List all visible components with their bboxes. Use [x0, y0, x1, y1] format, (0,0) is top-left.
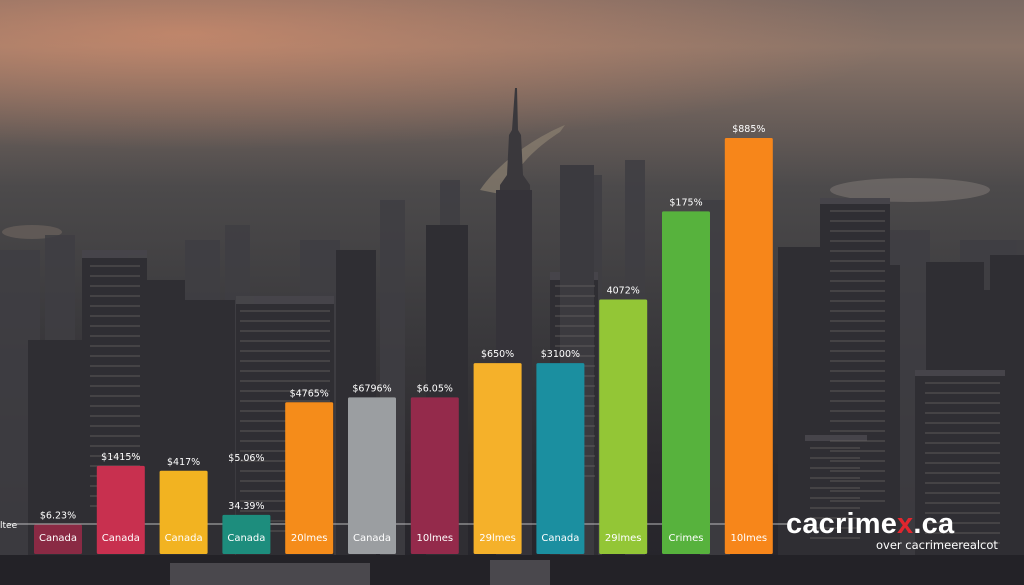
bar-3: [159, 470, 208, 554]
brand-name-part: cacrime: [786, 508, 898, 540]
bar-value-label-3: $417%: [167, 457, 200, 468]
brand-name: cacrimex.ca: [786, 508, 1018, 541]
bar-12: [724, 138, 773, 554]
bar-value-label-8: $650%: [481, 349, 514, 360]
bar-value-label-7: $6.05%: [417, 383, 453, 394]
brand-logo: cacrimex.ca over cacrimeerealcot: [786, 508, 1018, 552]
category-label-7: 10lmes: [416, 533, 453, 544]
bar-7: [410, 397, 459, 554]
edge-text: ltee: [0, 521, 18, 531]
category-label-1: Canada: [39, 533, 77, 544]
bar-value-label-12: $885%: [732, 124, 765, 135]
bar-value-label-10: 4072%: [607, 286, 640, 297]
bar-value-label-2: $1415%: [101, 452, 140, 463]
category-label-5: 20lmes: [291, 533, 328, 544]
category-label-12: 10lmes: [730, 533, 767, 544]
category-label-2: Canada: [102, 533, 140, 544]
bar-value-label-11: $175%: [669, 197, 702, 208]
category-label-10: 29lmes: [605, 533, 642, 544]
bar-2: [96, 465, 145, 554]
bar-value-label-6: $6796%: [352, 383, 391, 394]
category-label-9: Canada: [541, 533, 579, 544]
bar-9: [536, 363, 585, 554]
bar-8: [473, 363, 522, 554]
category-label-3: Canada: [165, 533, 203, 544]
bar-5: [285, 402, 334, 554]
brand-name-suffix: .ca: [913, 508, 955, 540]
bar-value-label-9: $3100%: [541, 349, 580, 360]
bar-11: [662, 211, 710, 555]
bar-6: [348, 397, 396, 554]
category-label-11: Crimes: [669, 533, 704, 544]
brand-tagline: over cacrimeerealcot: [876, 538, 998, 552]
bar-10: [599, 299, 648, 554]
bar-value-label-5: $4765%: [290, 388, 329, 399]
category-label-6: Canada: [353, 533, 391, 544]
bar-1: [34, 524, 82, 554]
bar-value-label-4: 34.39%: [228, 501, 264, 512]
brand-name-accent: x: [897, 508, 914, 540]
bar-value-label-1: $6.23%: [40, 511, 76, 522]
bar-4: [222, 514, 271, 554]
bar-secondary-value-label-4: $5.06%: [228, 453, 264, 464]
category-label-4: Canada: [227, 533, 265, 544]
category-label-8: 29lmes: [479, 533, 516, 544]
